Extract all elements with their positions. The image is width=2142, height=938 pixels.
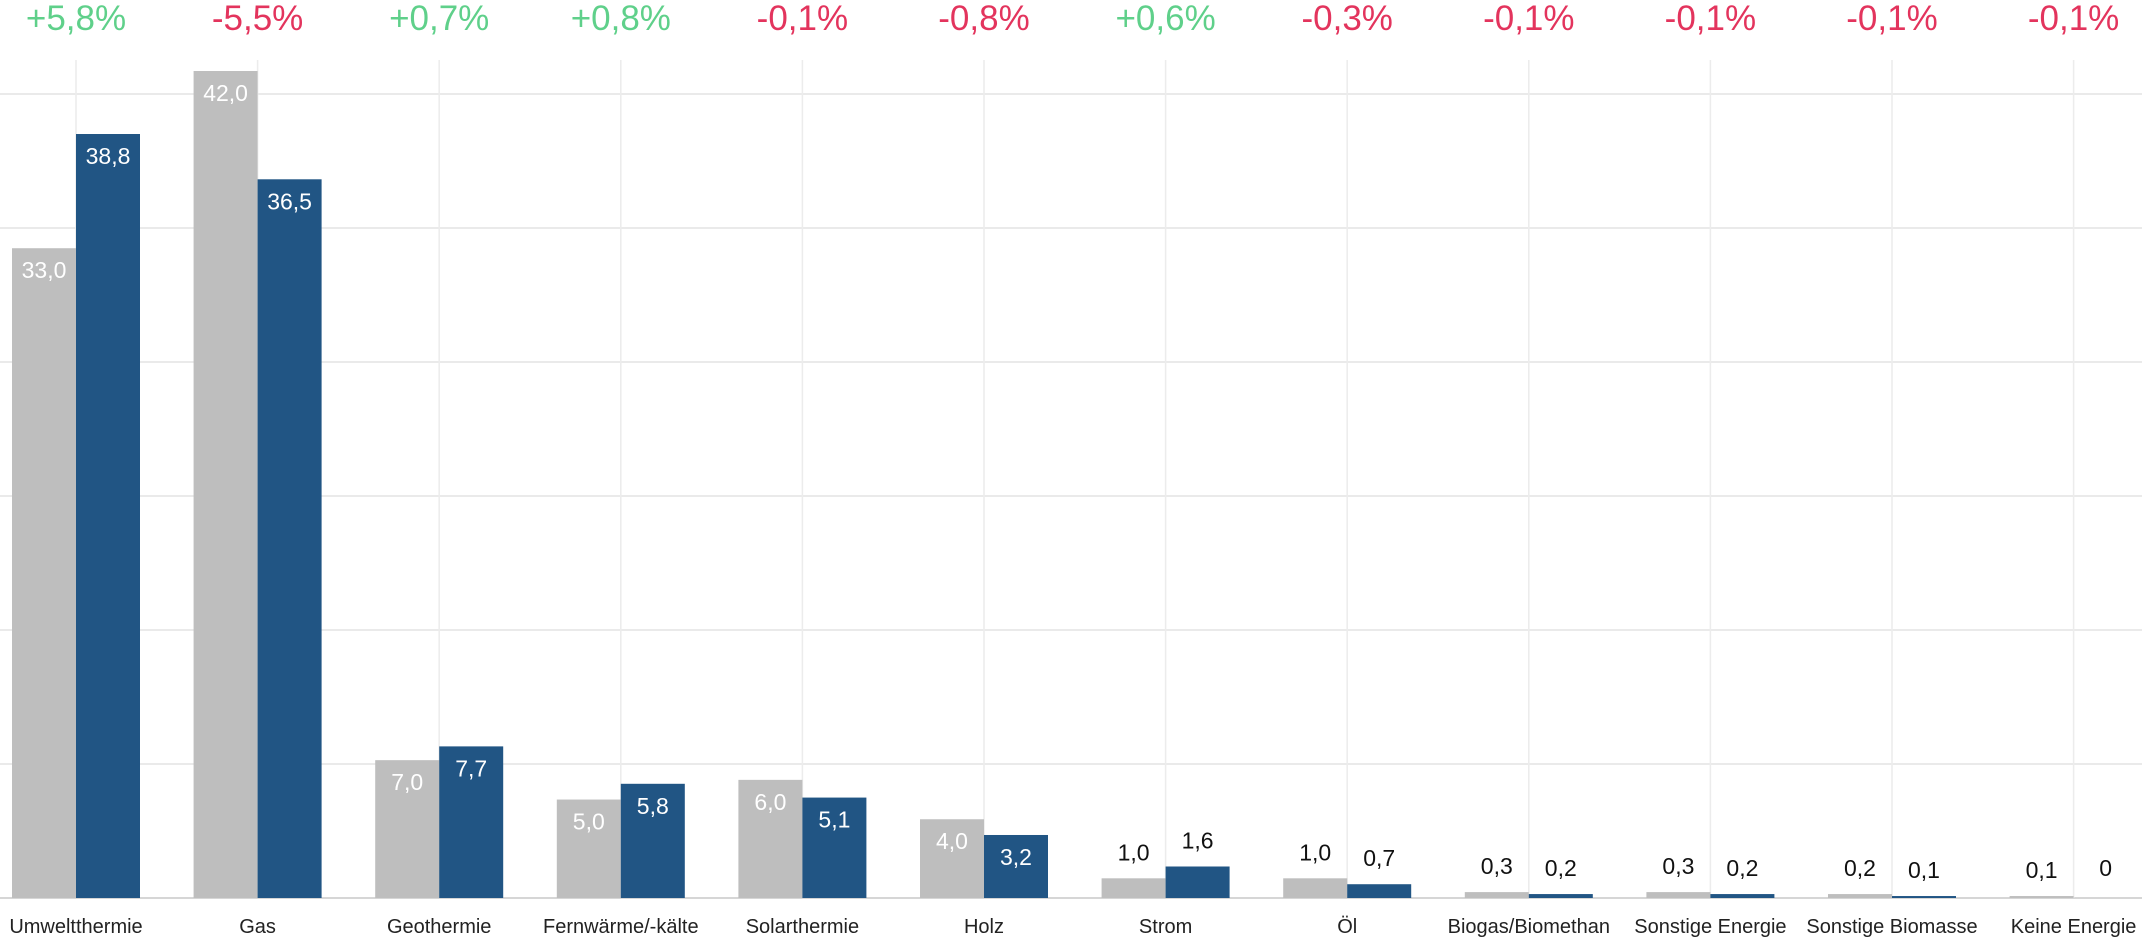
bar-value-label: 42,0 [203, 80, 248, 106]
bar-value-label: 1,6 [1182, 827, 1214, 853]
bar-series-1 [12, 248, 76, 898]
change-percent-label: +0,7% [389, 0, 489, 38]
category-labels: Umweltthermie Gas Geothermie Fernwärme/-käl… [9, 916, 2136, 938]
change-percent-label: +0,8% [571, 0, 671, 38]
bar-series-1 [1464, 892, 1529, 898]
category-label: Gas [239, 916, 276, 938]
change-percent-label: -0,1% [1846, 0, 1937, 38]
bar-series-1 [556, 799, 621, 898]
change-percent-label: -0,3% [1301, 0, 1392, 38]
bar-series-1 [1101, 878, 1166, 898]
category-label: Biogas/Biomethan [1448, 916, 1610, 938]
bar-value-label: 0,3 [1481, 853, 1513, 879]
bar-value-label: 0 [2099, 855, 2112, 881]
bar-value-label: 1,0 [1299, 839, 1331, 865]
bar-series-1 [375, 760, 440, 898]
category-label: Strom [1139, 916, 1192, 938]
bar-value-label: 0,2 [1545, 855, 1577, 881]
bar-series-2 [257, 179, 322, 899]
bar-value-label: 0,2 [1844, 855, 1876, 881]
bar-value-label: 7,0 [391, 769, 423, 795]
change-percent-label: -0,1% [1665, 0, 1756, 38]
change-percent-label: -0,1% [2028, 0, 2119, 38]
bar-value-label: 36,5 [267, 188, 312, 214]
bar-series-1 [1283, 878, 1348, 898]
bar-series-2 [1165, 866, 1230, 898]
change-percent-label: -0,1% [1483, 0, 1574, 38]
bar-value-label: 1,0 [1118, 839, 1150, 865]
category-label: Geothermie [387, 916, 492, 938]
bar-series-2 [1892, 896, 1956, 898]
grid-lines [0, 60, 2142, 899]
change-percent-label: +5,8% [26, 0, 126, 38]
bar-series-2 [1710, 894, 1775, 898]
bar-value-label: 0,1 [1908, 857, 1940, 883]
bar-value-label: 33,0 [22, 257, 67, 283]
bar-value-label: 4,0 [936, 828, 968, 854]
change-percent-label: +0,6% [1115, 0, 1215, 38]
bar-series-2 [439, 746, 504, 898]
bar-value-label: 6,0 [754, 789, 786, 815]
bar-value-label: 5,8 [637, 793, 669, 819]
category-label: Öl [1337, 916, 1357, 938]
bar-series-2 [802, 797, 867, 898]
bar-series-2 [76, 134, 140, 898]
bar-value-label: 5,0 [573, 809, 605, 835]
bar-value-label: 38,8 [86, 143, 131, 169]
category-label: Sonstige Energie [1634, 916, 1786, 938]
bar-series-1 [920, 819, 984, 898]
bar-value-label: 0,3 [1662, 853, 1694, 879]
change-percent-label: -0,1% [757, 0, 848, 38]
bar-series-2 [984, 834, 1048, 898]
bar-value-label: 5,1 [818, 807, 850, 833]
bar-series-2 [1528, 894, 1593, 898]
bar-value-label: 0,2 [1726, 855, 1758, 881]
data-labels: 33,0 38,8 42,0 36,5 7,0 7,7 5,0 5,8 6,0 5,1 4,0 3,2… [22, 80, 2112, 883]
category-label: Solarthermie [746, 916, 859, 938]
bar-series [12, 71, 2074, 899]
bar-series-1 [738, 779, 803, 898]
bar-value-label: 3,2 [1000, 844, 1032, 870]
category-label: Holz [964, 916, 1004, 938]
bar-value-label: 0,7 [1363, 845, 1395, 871]
bar-series-2 [620, 783, 685, 898]
change-percent-label: -5,5% [212, 0, 303, 38]
bar-series-1 [2009, 896, 2074, 898]
category-label: Umweltthermie [9, 916, 142, 938]
change-percent-label: -0,8% [938, 0, 1029, 38]
category-label: Fernwärme/-kälte [543, 916, 699, 938]
bar-value-label: 7,7 [455, 755, 487, 781]
category-label: Keine Energie [2011, 916, 2137, 938]
category-label: Sonstige Biomasse [1806, 916, 1977, 938]
bar-series-1 [1646, 892, 1711, 898]
bar-value-label: 0,1 [2026, 857, 2058, 883]
bar-series-2 [1347, 884, 1412, 898]
bar-series-1 [193, 71, 258, 898]
change-labels: +5,8% -5,5% +0,7% +0,8% -0,1% -0,8% +0,6% -0,3%… [26, 0, 2119, 38]
bar-series-1 [1828, 894, 1892, 898]
